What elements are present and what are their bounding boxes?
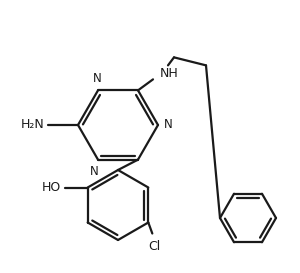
Text: NH: NH [160,67,179,80]
Text: N: N [164,118,173,132]
Text: N: N [90,165,98,178]
Text: HO: HO [41,181,61,194]
Text: Cl: Cl [148,239,160,253]
Text: H₂N: H₂N [21,118,45,132]
Text: N: N [93,72,101,85]
